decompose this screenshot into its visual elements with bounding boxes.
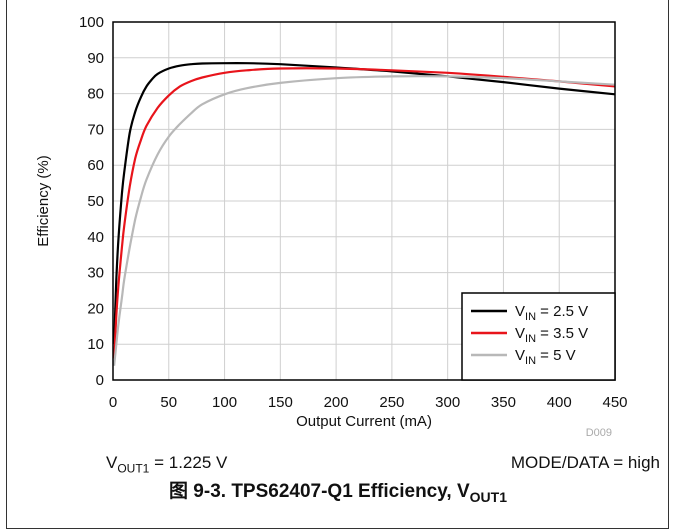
y-tick-label: 50 — [87, 193, 104, 210]
plot-area-border — [112, 21, 616, 381]
y-tick-label: 40 — [87, 229, 104, 246]
x-tick-label: 450 — [602, 394, 627, 411]
vout-note-main: V — [106, 453, 118, 472]
y-tick-label: 0 — [96, 372, 104, 389]
series-layer — [113, 61, 616, 366]
x-tick-label: 50 — [160, 394, 177, 411]
x-tick-label: 100 — [212, 394, 237, 411]
x-tick-label: 0 — [109, 394, 117, 411]
x-tick-label: 200 — [324, 394, 349, 411]
legend-label: VIN = 2.5 V — [515, 303, 588, 323]
y-tick-label: 60 — [87, 157, 104, 174]
y-tick-label: 80 — [87, 86, 104, 103]
vout-note: VOUT1 = 1.225 V — [106, 453, 227, 475]
vout-note-rest: = 1.225 V — [149, 453, 228, 472]
y-tick-label: 20 — [87, 300, 104, 317]
y-tick-label: 70 — [87, 121, 104, 138]
x-tick-label: 350 — [491, 394, 516, 411]
y-tick-labels: 0 10 20 30 40 50 60 70 80 90 100 — [79, 14, 104, 389]
watermark-id: D009 — [586, 427, 612, 439]
y-tick-label: 30 — [87, 265, 104, 282]
x-tick-label: 300 — [435, 394, 460, 411]
x-tick-labels: 0 50 100 150 200 250 300 350 400 450 — [109, 394, 628, 411]
y-axis-label: Efficiency (%) — [35, 155, 52, 246]
mode-note: MODE/DATA = high — [510, 453, 660, 472]
x-tick-label: 400 — [547, 394, 572, 411]
y-tick-label: 90 — [87, 50, 104, 67]
legend-box — [461, 292, 616, 381]
figure-caption: 图 9-3. TPS62407-Q1 Efficiency, VOUT1 — [0, 476, 676, 505]
legend-label: VIN = 3.5 V — [515, 325, 588, 345]
series-line-2 — [113, 67, 616, 359]
x-axis-label: Output Current (mA) — [296, 413, 432, 430]
y-tick-label: 100 — [79, 14, 104, 31]
series-line-1 — [113, 61, 616, 345]
caption-main: 图 9-3. TPS62407-Q1 Efficiency, V — [169, 481, 470, 502]
x-tick-label: 150 — [268, 394, 293, 411]
series-line-3 — [113, 75, 616, 366]
legend-label: VIN = 5 V — [515, 347, 576, 367]
caption-sub: OUT1 — [469, 488, 507, 505]
x-tick-label: 250 — [379, 394, 404, 411]
vout-note-sub: OUT1 — [117, 461, 150, 476]
y-tick-label: 10 — [87, 336, 104, 353]
